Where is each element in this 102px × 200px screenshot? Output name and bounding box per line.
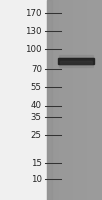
Bar (59, 55, 93, 66)
Bar (58, 0, 59, 200)
Bar (49, 0, 50, 200)
Bar (59, 57, 93, 65)
Bar (101, 0, 102, 200)
Bar (53, 0, 54, 200)
Text: 10: 10 (31, 174, 42, 184)
Bar (63, 0, 64, 200)
Bar (89, 0, 90, 200)
Bar (96, 0, 98, 200)
Bar (69, 0, 70, 200)
Bar (56, 0, 57, 200)
Bar (83, 0, 84, 200)
Bar (73, 0, 74, 200)
Bar (94, 0, 95, 200)
Bar (57, 0, 58, 200)
Bar (60, 61, 92, 64)
Text: 100: 100 (25, 45, 42, 53)
Bar (68, 0, 69, 200)
Bar (78, 0, 79, 200)
Bar (91, 0, 92, 200)
Bar (87, 0, 88, 200)
Bar (67, 0, 68, 200)
Bar (64, 0, 65, 200)
Bar (86, 0, 87, 200)
Bar (48, 0, 49, 200)
Bar (62, 0, 63, 200)
Bar (93, 0, 94, 200)
Bar (76, 0, 77, 200)
Bar (75, 0, 76, 200)
Bar (61, 0, 62, 200)
Bar (82, 0, 83, 200)
Bar (98, 0, 99, 200)
Bar (97, 0, 98, 200)
Text: 25: 25 (31, 130, 42, 140)
Bar (55, 0, 56, 200)
Bar (59, 58, 93, 64)
Bar (95, 0, 96, 200)
Bar (65, 0, 66, 200)
Text: 70: 70 (31, 64, 42, 73)
Bar (77, 0, 78, 200)
Bar (79, 0, 80, 200)
Bar (52, 0, 53, 200)
Bar (54, 0, 55, 200)
Text: 35: 35 (31, 112, 42, 121)
Text: 15: 15 (31, 158, 42, 168)
Bar (99, 0, 100, 200)
Bar (88, 0, 89, 200)
Bar (90, 0, 91, 200)
Bar (70, 0, 71, 200)
Bar (57, 0, 58, 200)
Bar (84, 0, 85, 200)
Bar (66, 0, 67, 200)
Bar (50, 0, 51, 200)
Bar (58, 58, 94, 64)
Bar (47, 0, 52, 200)
Bar (85, 0, 86, 200)
Bar (81, 0, 82, 200)
Bar (59, 0, 60, 200)
Bar (47, 0, 48, 200)
Text: 170: 170 (25, 8, 42, 18)
Bar (100, 0, 101, 200)
Text: 40: 40 (31, 102, 42, 110)
Bar (72, 0, 73, 200)
Text: 55: 55 (31, 83, 42, 92)
Bar (67, 0, 68, 200)
Bar (92, 0, 93, 200)
Bar (60, 0, 61, 200)
Text: 130: 130 (25, 26, 42, 36)
Bar (51, 0, 52, 200)
Bar (76, 0, 78, 200)
Bar (86, 0, 88, 200)
Bar (74, 0, 75, 200)
Bar (71, 0, 72, 200)
Bar (80, 0, 81, 200)
Bar (96, 0, 97, 200)
